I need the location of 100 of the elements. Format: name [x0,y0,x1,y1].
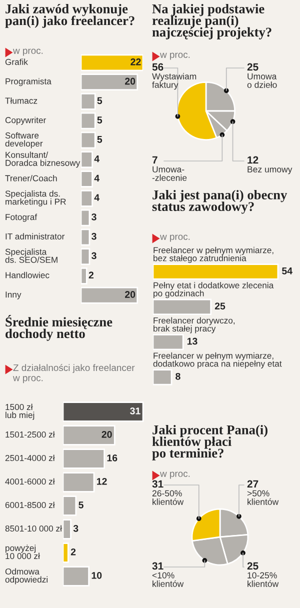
bar [81,228,90,246]
y-tick-label: Tłumacz [5,97,38,104]
y-tick-label: Specjalista ds. marketingu i PR [5,190,66,206]
bar [63,496,77,516]
bar [63,402,144,422]
bar [81,267,88,284]
data-label: 31 [152,562,164,570]
slice-label: >50% klientów [247,490,279,505]
data-label: 4 [94,174,100,182]
data-label: 25 [214,302,226,310]
y-tick-label: Pełny etat i dodatkowe zlecenia po godzinach [154,282,274,298]
y-tick-label: Fotograf [6,214,38,222]
bar [81,74,138,91]
data-label: 22 [130,58,141,66]
y-tick-label: Odmowa odpowiedzi [5,568,48,584]
data-label: 5 [97,97,102,104]
bar [63,519,72,540]
bar [81,93,96,110]
y-tick-label: Konsultant/ Doradca biznesowy [6,152,80,168]
data-label: 20 [125,291,136,298]
chart-title: Jaki jest pana(i) obecny status zawodowy? [152,190,288,214]
data-label: 20 [102,430,112,438]
bar [153,334,184,350]
data-label: 25 [247,562,258,570]
y-tick-label: Handlowiec [6,272,50,278]
chart-title: Jaki procent Pana(i) klientów płaci po terminie? [152,425,268,460]
y-tick-label: Programista [6,78,52,86]
y-tick-label: 8501-10 000 zł [5,525,62,532]
data-label: 5 [97,136,102,143]
y-tick-label: 2501-4000 zł [5,454,55,462]
slice-label: <10% klientów [152,572,184,587]
data-label: 56 [152,63,164,71]
data-label: 10 [92,572,102,579]
y-tick-label: powyżej 10 000 zł [6,544,40,560]
data-label: 20 [125,78,136,85]
slice-label: Umowa- -zlecenie [152,166,187,181]
data-label: 4 [94,155,100,162]
chart-subtitle: Z działalności jako freelancer w proc. [12,364,135,384]
y-tick-label: Freelancer dorywczo, brak stałej pracy [154,317,235,334]
chart-title: Na jakiej podstawie realizuje pan(i) najczęściej projekty? [152,4,272,40]
bar [63,448,106,469]
y-tick-label: Freelancer w pełnym wymiarze, bez stałego zatrudnienia [154,246,274,263]
chart-subtitle: w proc. [160,472,190,479]
data-label: 12 [96,478,107,485]
bar [63,542,69,563]
bar [153,264,279,280]
chart-subtitle: w proc. [160,234,190,242]
slice-label: Wystawiam faktury [152,73,196,90]
bar [81,286,138,304]
bar [81,209,90,226]
bar [81,190,93,207]
data-label: 16 [107,454,118,462]
y-tick-label: IT administrator [6,233,65,240]
y-tick-label: Inny [6,292,22,300]
bar [153,369,172,386]
bar [81,54,143,72]
y-tick-label: 4001-6000 zł [5,478,55,485]
y-tick-label: 1501-2500 zł [6,431,55,438]
data-label: 2 [88,272,94,278]
y-tick-label: 1500 zł lub miej [6,404,34,420]
data-label: 3 [92,213,96,220]
data-label: 3 [92,232,96,240]
bar [63,425,116,446]
slice-label: 10-25% klientów [248,572,279,587]
bar [81,151,93,168]
bar [81,248,90,265]
data-label: 2 [70,548,76,556]
y-tick-label: Grafik [5,58,28,66]
bar [81,112,96,130]
data-label: 5 [78,502,84,508]
y-tick-label: Trener/Coach [5,174,57,182]
chart-title: Jaki zawód wykonuje pan(i) jako freelancer? [5,4,134,28]
data-label: 13 [187,338,198,345]
y-tick-label: Freelancer w pełnym wymiarze, dodatkowo praca na niepełny etat [153,352,282,368]
data-label: 27 [247,480,258,488]
y-tick-label: Copywriter [5,116,46,125]
data-label: 12 [248,156,258,164]
data-label: 31 [130,407,140,414]
chart-subtitle: w proc. [160,52,190,60]
slice-label: Umowa o dzieło [247,73,277,88]
data-label: 3 [92,252,96,260]
data-label: 31 [152,480,164,488]
y-tick-label: 6001-8500 zł [5,502,55,508]
chart-subtitle: w proc. [12,48,43,56]
data-label: 5 [97,116,102,124]
slice-label: Bez umowy [248,166,292,174]
bar [153,298,212,315]
bar [63,472,95,492]
data-label: 7 [152,156,158,164]
chart-title: Średnie miesięczne dochody netto [6,314,112,341]
data-label: 8 [176,372,180,380]
y-tick-label: Specjalista ds. SEO/SEM [5,248,58,263]
bar [81,170,93,188]
data-label: 4 [94,194,100,201]
data-label: 3 [73,524,78,532]
y-tick-label: Software developer [5,132,43,148]
bar [81,132,96,149]
data-label: 54 [282,268,292,274]
slice-label: 26-50% klientów [152,490,184,505]
bar [63,566,90,586]
